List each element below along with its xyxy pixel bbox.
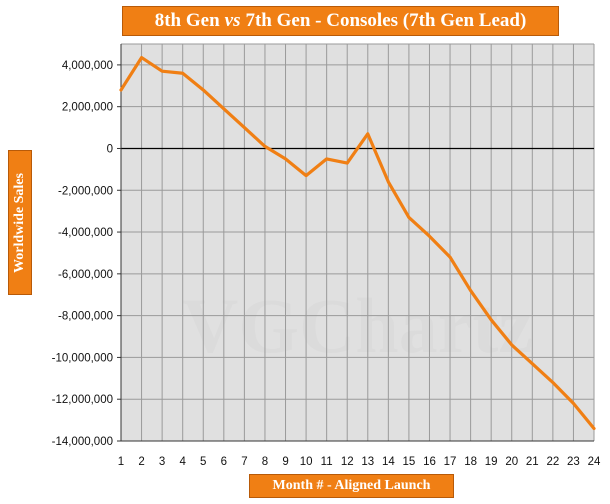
y-tick-label: -4,000,000: [58, 227, 113, 239]
y-tick-label: -8,000,000: [58, 311, 113, 323]
x-tick-label: 18: [464, 456, 477, 468]
x-tick-label: 20: [505, 456, 518, 468]
x-tick-label: 15: [403, 456, 416, 468]
x-tick-label: 12: [341, 456, 354, 468]
x-tick-label: 16: [423, 456, 436, 468]
series-line-1: [119, 55, 596, 431]
y-tick-label: -10,000,000: [52, 352, 113, 364]
x-tick-label: 23: [567, 456, 580, 468]
x-tick-label: 21: [526, 456, 539, 468]
x-tick-label: 6: [221, 456, 227, 468]
x-tick-label: 7: [241, 456, 247, 468]
x-tick-label: 22: [546, 456, 559, 468]
y-tick-label: 4,000,000: [62, 60, 113, 72]
chart-title-part-1: 8th Gen: [154, 10, 220, 31]
y-axis-label: Worldwide Sales: [8, 150, 32, 295]
y-tick-label: 0: [107, 143, 113, 155]
x-tick-label: 24: [588, 456, 601, 468]
x-tick-label: 3: [159, 456, 165, 468]
y-tick-label: -14,000,000: [52, 436, 113, 448]
x-axis-label: Month # - Aligned Launch: [249, 474, 454, 498]
x-tick-label: 5: [200, 456, 206, 468]
y-tick-label: -6,000,000: [58, 269, 113, 281]
x-tick-label: 17: [444, 456, 457, 468]
x-tick-label: 4: [179, 456, 186, 468]
plot-area: [121, 44, 594, 441]
chart-title-vs: vs: [224, 10, 241, 31]
x-tick-label: 2: [138, 456, 144, 468]
y-tick-label: -2,000,000: [58, 185, 113, 197]
x-tick-label: 1: [118, 456, 124, 468]
x-tick-label: 11: [321, 456, 333, 468]
x-tick-label: 9: [282, 456, 288, 468]
x-tick-label: 10: [300, 456, 313, 468]
x-tick-label: 13: [361, 456, 374, 468]
chart-title: 8th Gen vs 7th Gen - Consoles (7th Gen L…: [122, 6, 559, 36]
y-tick-label: 2,000,000: [62, 102, 113, 114]
y-tick-label: -12,000,000: [52, 394, 113, 406]
watermark-text: VGChartz: [182, 282, 533, 369]
chart-title-part-2: 7th Gen - Consoles (7th Gen Lead): [245, 10, 527, 31]
x-tick-label: 14: [382, 456, 395, 468]
x-tick-label: 19: [485, 456, 498, 468]
x-tick-label: 8: [262, 456, 268, 468]
